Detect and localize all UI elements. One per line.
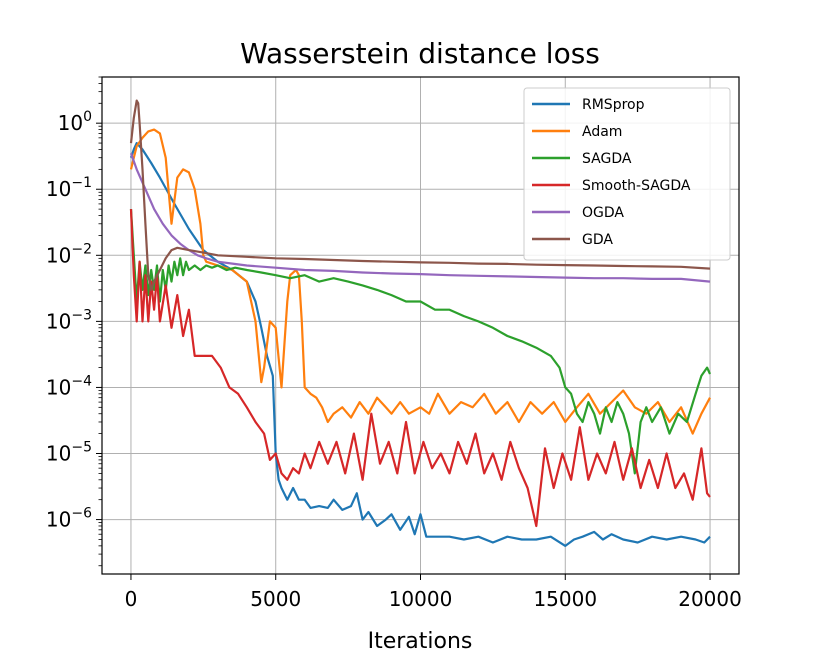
x-tick-label: 5000 <box>250 587 301 611</box>
series-line-smooth-sagda <box>129 209 711 528</box>
x-tick-label: 0 <box>125 587 138 611</box>
x-tick-label: 20000 <box>678 587 742 611</box>
x-tick-label: 15000 <box>533 587 597 611</box>
plot-area <box>129 99 712 548</box>
y-axis: 10−6 10−5 10−4 10−3 10−2 10−1 100 <box>46 76 102 567</box>
y-tick-label: 100 <box>58 109 92 135</box>
y-tick-label: 10−1 <box>46 175 92 201</box>
legend-box <box>523 87 731 261</box>
legend: RMSprop Adam SAGDA Smooth-SAGDA OGDA GDA <box>523 87 731 261</box>
series-line-gda <box>129 99 711 291</box>
legend-label: Smooth-SAGDA <box>582 178 691 194</box>
series-line-ogda <box>129 152 711 283</box>
y-tick-label: 10−2 <box>46 241 92 267</box>
series-line-adam <box>129 128 711 435</box>
y-tick-label: 10−3 <box>46 307 92 333</box>
y-tick-label: 10−6 <box>46 506 92 532</box>
legend-label: GDA <box>582 232 613 248</box>
legend-label: RMSprop <box>582 97 645 113</box>
legend-label: SAGDA <box>582 151 632 167</box>
y-tick-label: 10−4 <box>46 373 92 399</box>
x-axis-label: Iterations <box>368 629 473 654</box>
x-axis: 0 5000 10000 15000 20000 <box>125 574 742 611</box>
legend-label: OGDA <box>582 205 624 221</box>
series-line-sagda <box>129 209 712 475</box>
legend-label: Adam <box>582 124 622 140</box>
x-tick-label: 10000 <box>389 587 453 611</box>
y-tick-label: 10−5 <box>46 440 92 466</box>
chart-title: Wasserstein distance loss <box>240 37 600 70</box>
